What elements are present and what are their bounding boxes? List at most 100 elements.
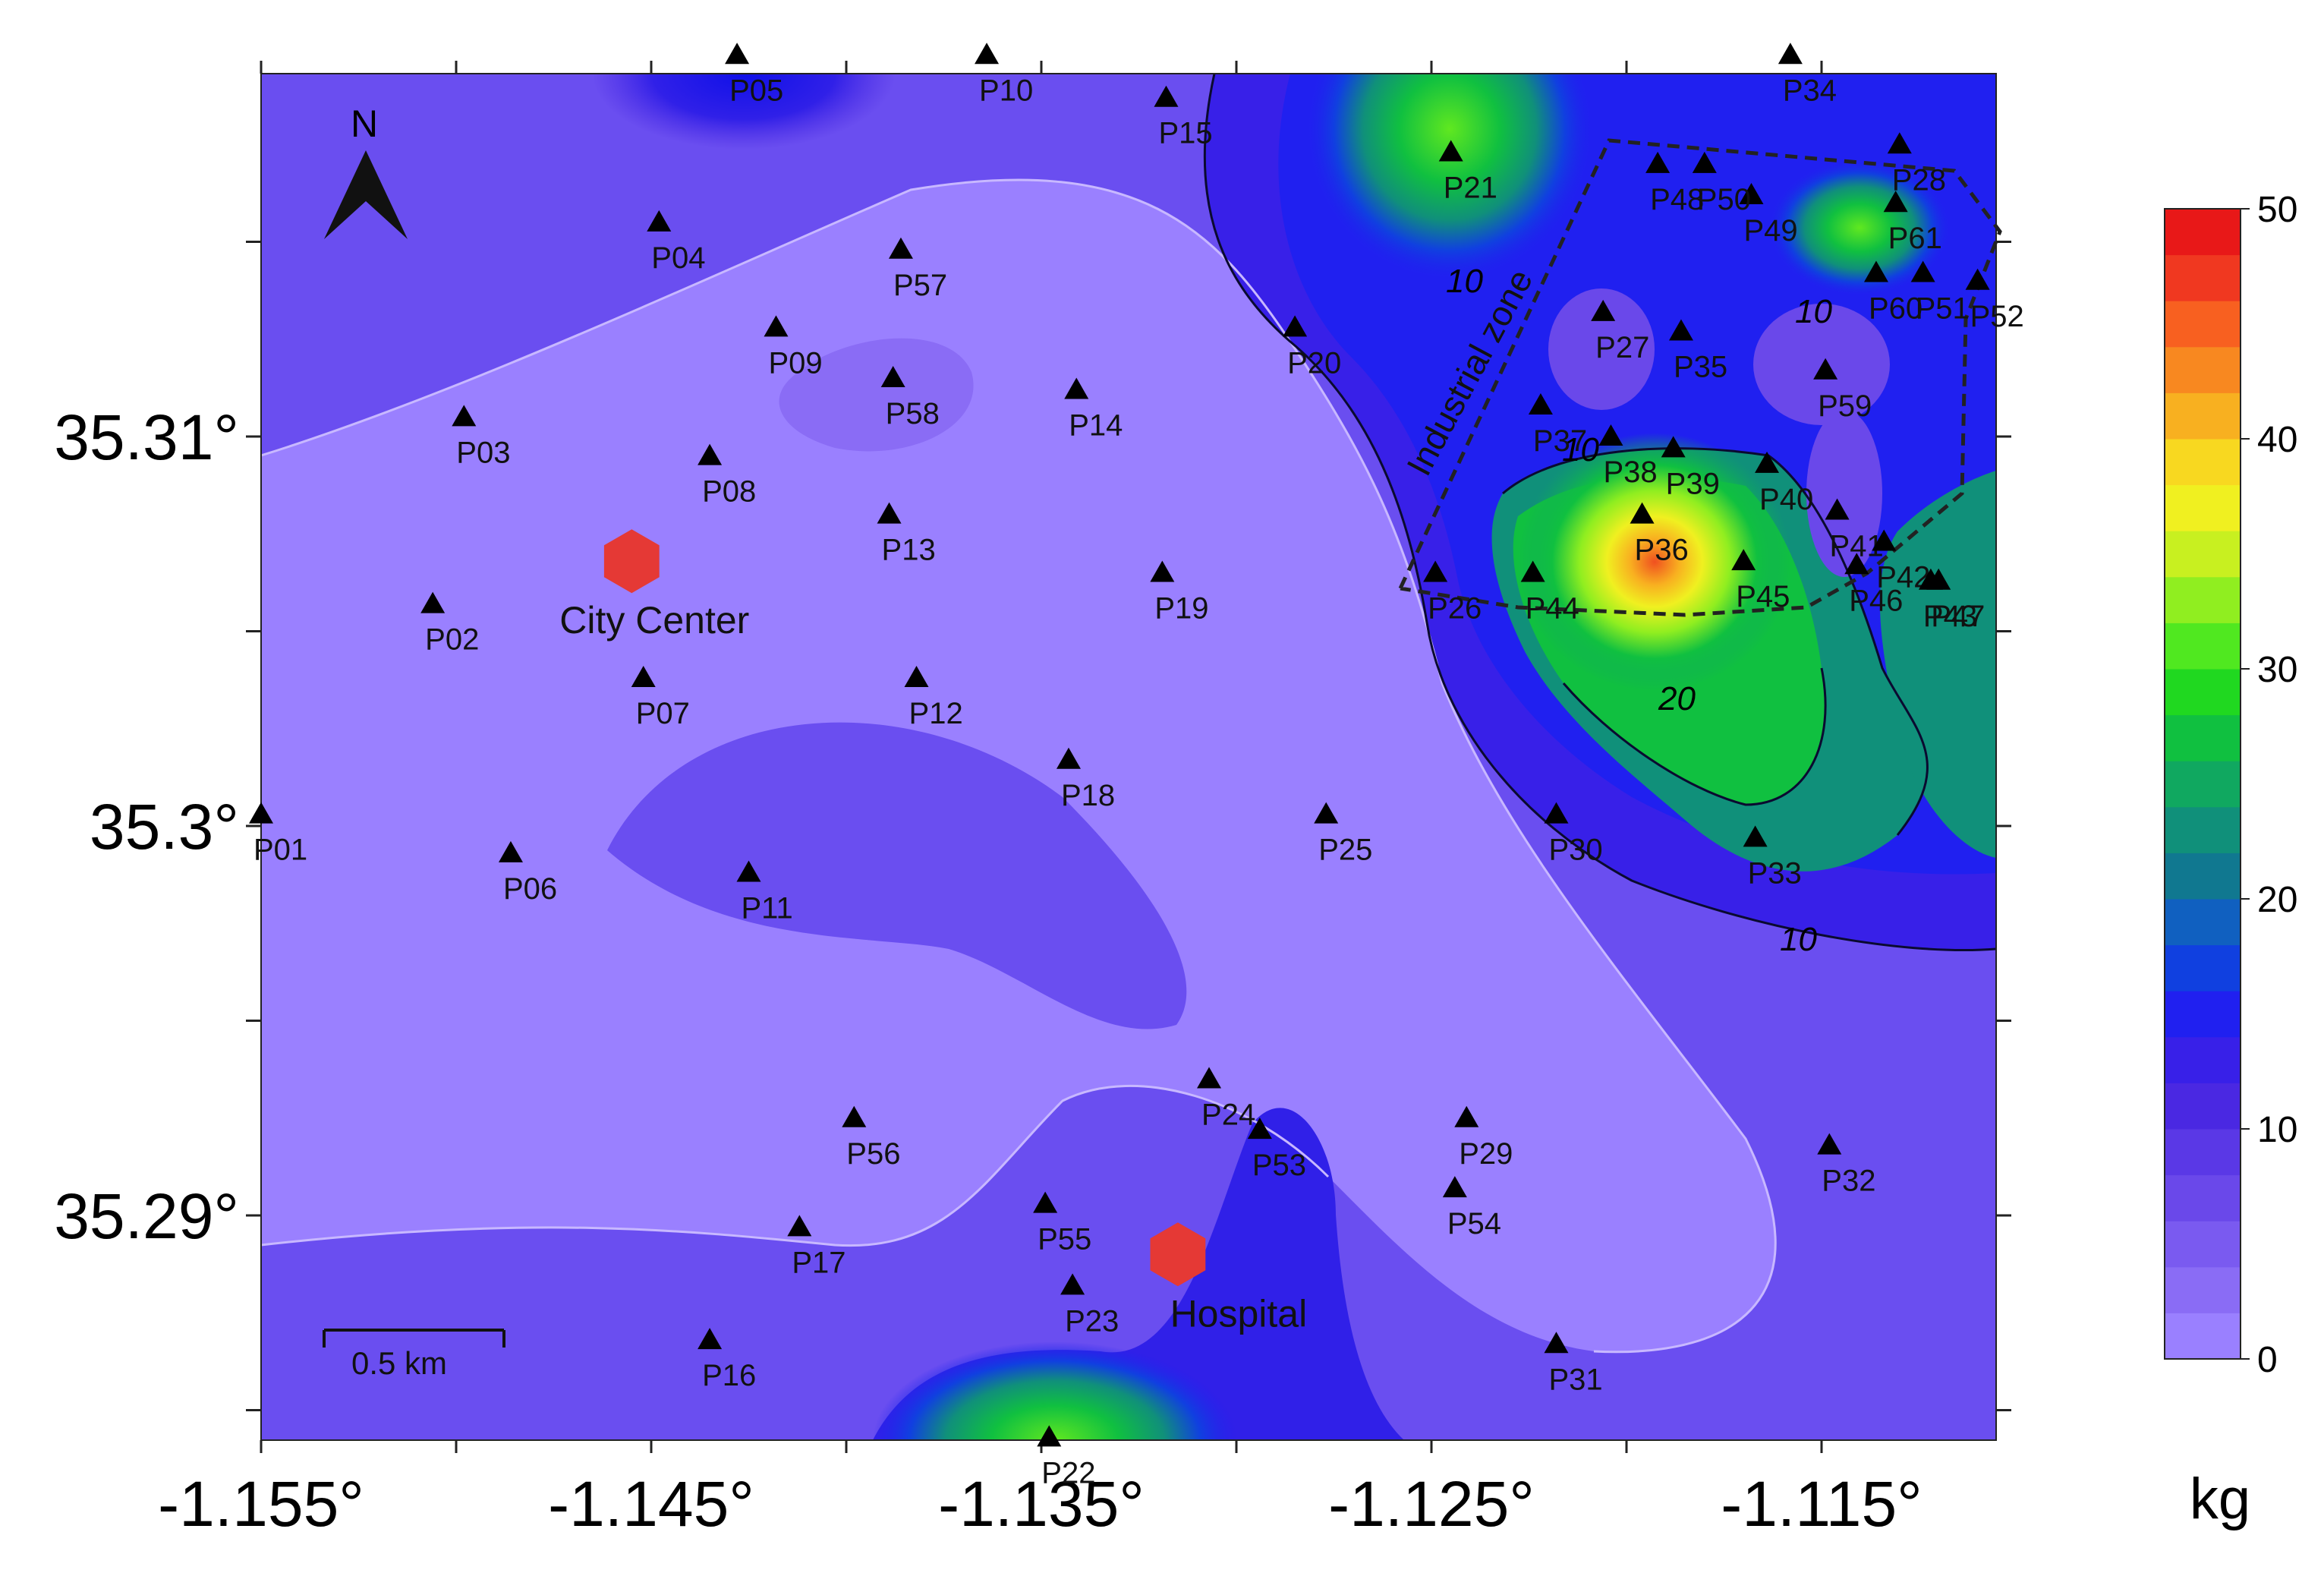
station-label: P55: [1038, 1223, 1091, 1256]
station-label: P08: [702, 475, 756, 509]
colorbar-swatch: [2165, 715, 2241, 761]
station-label: P56: [846, 1137, 900, 1171]
colorbar-swatch: [2165, 853, 2241, 899]
station-label: P32: [1822, 1165, 1875, 1198]
station-label: P39: [1666, 467, 1720, 500]
station-label: P13: [882, 534, 936, 567]
station-label: P01: [253, 834, 307, 867]
contour-label: 20: [1658, 680, 1696, 717]
station-label: P09: [768, 346, 822, 380]
y-tick-label: 35.31°: [54, 402, 239, 473]
station-label: P59: [1818, 389, 1872, 423]
colorbar-swatch: [2165, 991, 2241, 1037]
colorbar-tick-label: 40: [2257, 420, 2297, 460]
station-label: P27: [1595, 331, 1649, 364]
station-label: P12: [909, 697, 963, 730]
station-triangle-icon: [725, 43, 749, 64]
x-tick-label: -1.115°: [1721, 1468, 1922, 1540]
station-label: P26: [1428, 592, 1482, 626]
poi-label: City Center: [559, 599, 749, 641]
colorbar-swatch: [2165, 531, 2241, 577]
x-tick-label: -1.145°: [548, 1468, 754, 1540]
colorbar-swatch: [2165, 761, 2241, 807]
station-label: P19: [1154, 592, 1208, 626]
station-label: P02: [425, 623, 479, 657]
station-label: P15: [1158, 117, 1212, 150]
colorbar-swatch: [2165, 623, 2241, 669]
colorbar-swatch: [2165, 577, 2241, 623]
station-label: P58: [886, 397, 940, 430]
colorbar-tick-label: 50: [2257, 190, 2297, 230]
colorbar-tick-label: 20: [2257, 880, 2297, 920]
station-label: P45: [1736, 580, 1790, 613]
station-label: P50: [1697, 183, 1751, 216]
north-label: N: [351, 102, 378, 145]
station-label: P23: [1065, 1304, 1119, 1338]
colorbar-swatch: [2165, 945, 2241, 991]
station-label: P60: [1869, 292, 1922, 326]
station-label: P51: [1916, 292, 1970, 326]
station-label: P35: [1674, 350, 1727, 383]
colorbar-swatch: [2165, 1083, 2241, 1129]
station-label: P06: [503, 872, 557, 906]
station-label: P22: [1041, 1456, 1095, 1489]
poi-label: Hospital: [1170, 1292, 1308, 1335]
station-label: P18: [1061, 779, 1115, 812]
colorbar-tick-label: 30: [2257, 650, 2297, 690]
station-label: P25: [1318, 834, 1372, 867]
station-label: P11: [742, 892, 793, 925]
station-label: P52: [1970, 300, 2024, 333]
station-label: P28: [1892, 163, 1946, 197]
colorbar-tick-label: 10: [2257, 1110, 2297, 1150]
colorbar-unit-label: kg: [2190, 1467, 2250, 1531]
colorbar-swatch: [2165, 301, 2241, 347]
station-label: P30: [1548, 834, 1602, 867]
station-p05: P05: [725, 43, 783, 107]
y-tick-label: 35.29°: [54, 1181, 239, 1252]
station-label: P33: [1748, 856, 1802, 890]
colorbar-swatch: [2165, 1221, 2241, 1267]
station-label: P49: [1743, 214, 1797, 247]
station-p10: P10: [975, 43, 1033, 107]
station-label: P54: [1447, 1207, 1501, 1240]
station-p34: P34: [1778, 43, 1837, 107]
station-label: P29: [1459, 1137, 1513, 1171]
colorbar-swatch: [2165, 807, 2241, 853]
colorbar-swatch: [2165, 899, 2241, 945]
station-label: P47: [1931, 600, 1985, 633]
station-label: P38: [1603, 456, 1657, 489]
station-triangle-icon: [1778, 43, 1803, 64]
colorbar-swatch: [2165, 1313, 2241, 1359]
colorbar-swatch: [2165, 1267, 2241, 1313]
station-label: P31: [1548, 1363, 1602, 1396]
station-label: P57: [893, 269, 947, 302]
contour-label: 10: [1446, 263, 1483, 300]
x-tick-label: -1.155°: [158, 1468, 364, 1540]
station-label: P14: [1069, 408, 1123, 442]
station-label: P20: [1287, 346, 1341, 380]
station-label: P16: [702, 1359, 756, 1392]
station-label: P21: [1444, 172, 1497, 205]
station-label: P46: [1849, 584, 1903, 617]
station-label: P48: [1650, 183, 1704, 216]
colorbar-swatch: [2165, 392, 2241, 439]
colorbar-tick-label: 0: [2257, 1340, 2278, 1380]
contour-field: [261, 0, 1996, 1539]
contour-label: 10: [1780, 921, 1817, 958]
colorbar-swatch: [2165, 347, 2241, 393]
station-label: P36: [1635, 534, 1689, 567]
colorbar: 50 40 30 20 10 0 kg: [2165, 190, 2297, 1531]
station-triangle-icon: [975, 43, 999, 64]
station-label: P53: [1252, 1149, 1306, 1182]
colorbar-swatch: [2165, 439, 2241, 485]
station-label: P44: [1526, 592, 1579, 626]
y-tick-label: 35.3°: [90, 791, 239, 862]
colorbar-swatch: [2165, 209, 2241, 255]
station-label: P03: [456, 436, 510, 469]
colorbar-swatch: [2165, 1175, 2241, 1222]
colorbar-swatch: [2165, 485, 2241, 531]
x-tick-label: -1.125°: [1328, 1468, 1535, 1540]
colorbar-swatch: [2165, 669, 2241, 715]
station-label: P37: [1533, 424, 1587, 458]
